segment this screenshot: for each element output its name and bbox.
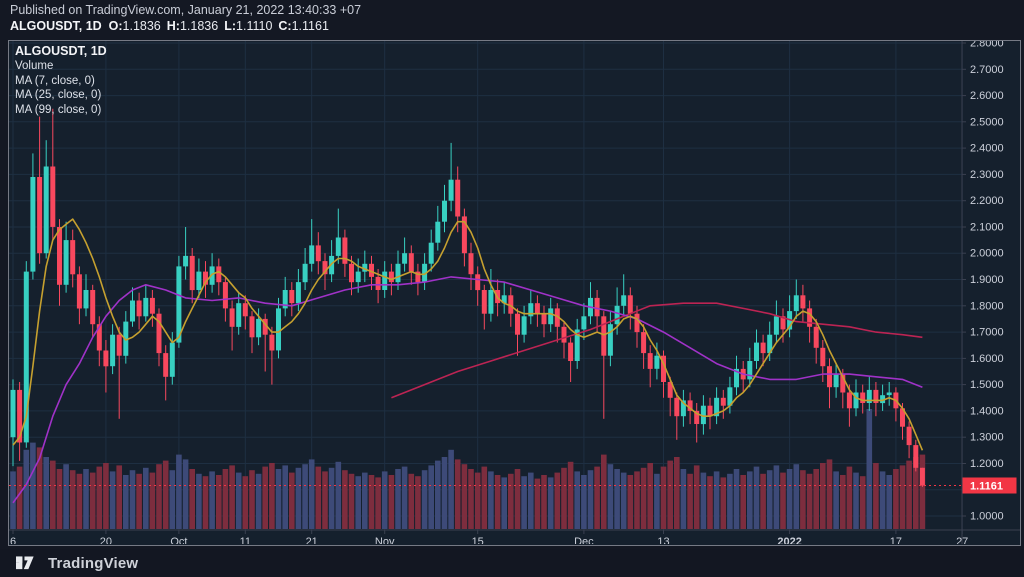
- tradingview-logo-icon[interactable]: [16, 555, 40, 572]
- footer-brand[interactable]: TradingView: [48, 554, 139, 572]
- svg-text:2022: 2022: [777, 536, 801, 544]
- svg-text:1.1161: 1.1161: [970, 481, 1003, 493]
- open-value: 1.1836: [122, 19, 161, 33]
- svg-text:Dec: Dec: [574, 536, 594, 544]
- candles: [10, 108, 925, 487]
- svg-text:13: 13: [657, 536, 669, 544]
- time-axis[interactable]: 6 20 Oct 11 21 Nov 15 Dec 13 2022 17 27: [10, 530, 968, 544]
- last-price-label: 1.1161: [962, 477, 1017, 494]
- svg-text:2.8000: 2.8000: [970, 41, 1004, 50]
- close-label: C:: [278, 19, 292, 33]
- price-axis[interactable]: 2.8000 2.7000 2.6000 2.5000 2.4000 2.3000 2.20…: [962, 41, 1004, 523]
- open-label: O:: [108, 19, 123, 33]
- price-chart[interactable]: 2.8000 2.7000 2.6000 2.5000 2.4000 2.3000 2.20…: [9, 41, 1020, 544]
- svg-text:15: 15: [472, 536, 484, 544]
- svg-text:27: 27: [956, 536, 968, 544]
- svg-text:2.0000: 2.0000: [970, 248, 1004, 260]
- chart-legend: ALGOUSDT, 1D Volume MA (7, close, 0) MA …: [15, 44, 107, 117]
- symbol-title: ALGOUSDT, 1D: [10, 19, 102, 33]
- ma99-line: [391, 302, 923, 399]
- svg-text:2.2000: 2.2000: [970, 195, 1004, 207]
- low-value: 1.1110: [236, 19, 273, 33]
- footer-bar: TradingView: [0, 549, 1024, 577]
- grid-lines: [9, 41, 963, 530]
- svg-text:1.6000: 1.6000: [970, 353, 1004, 365]
- legend-ma99[interactable]: MA (99, close, 0): [15, 103, 102, 116]
- svg-text:1.5000: 1.5000: [970, 379, 1004, 391]
- svg-text:2.1000: 2.1000: [970, 222, 1004, 234]
- legend-ma25[interactable]: MA (25, close, 0): [15, 89, 102, 102]
- svg-text:20: 20: [100, 536, 112, 544]
- svg-text:1.3000: 1.3000: [970, 432, 1004, 444]
- svg-text:2.5000: 2.5000: [970, 116, 1004, 128]
- low-label: L:: [224, 19, 237, 33]
- high-label: H:: [166, 19, 180, 33]
- svg-text:2.3000: 2.3000: [970, 169, 1004, 181]
- chart-frame: 2.8000 2.7000 2.6000 2.5000 2.4000 2.3000 2.20…: [8, 40, 1021, 546]
- svg-text:11: 11: [240, 536, 251, 544]
- svg-text:6: 6: [10, 536, 16, 544]
- published-line: Published on TradingView.com, January 21…: [10, 3, 362, 17]
- svg-text:1.7000: 1.7000: [970, 327, 1004, 339]
- symbol-ohlc-line: ALGOUSDT, 1D O:1.1836 H:1.1836 L:1.1110 C:1…: [10, 19, 335, 33]
- legend-ma7[interactable]: MA (7, close, 0): [15, 74, 95, 87]
- svg-text:1.4000: 1.4000: [970, 405, 1004, 417]
- volume-bars: [10, 409, 926, 529]
- svg-text:2.7000: 2.7000: [970, 64, 1004, 76]
- svg-text:17: 17: [890, 536, 902, 544]
- svg-text:Nov: Nov: [375, 536, 395, 544]
- svg-text:1.8000: 1.8000: [970, 300, 1004, 312]
- ma25-line: [12, 276, 923, 504]
- svg-text:21: 21: [306, 536, 318, 544]
- close-value: 1.1161: [291, 19, 329, 33]
- legend-volume[interactable]: Volume: [15, 60, 54, 72]
- high-value: 1.1836: [179, 19, 219, 33]
- ma7-line: [12, 218, 924, 451]
- legend-symbol[interactable]: ALGOUSDT, 1D: [15, 44, 107, 58]
- svg-text:2.6000: 2.6000: [970, 90, 1004, 102]
- svg-text:1.9000: 1.9000: [970, 274, 1004, 286]
- svg-text:1.0000: 1.0000: [970, 511, 1004, 523]
- svg-text:1.2000: 1.2000: [970, 458, 1004, 470]
- svg-text:2.4000: 2.4000: [970, 143, 1004, 155]
- svg-text:Oct: Oct: [170, 536, 187, 544]
